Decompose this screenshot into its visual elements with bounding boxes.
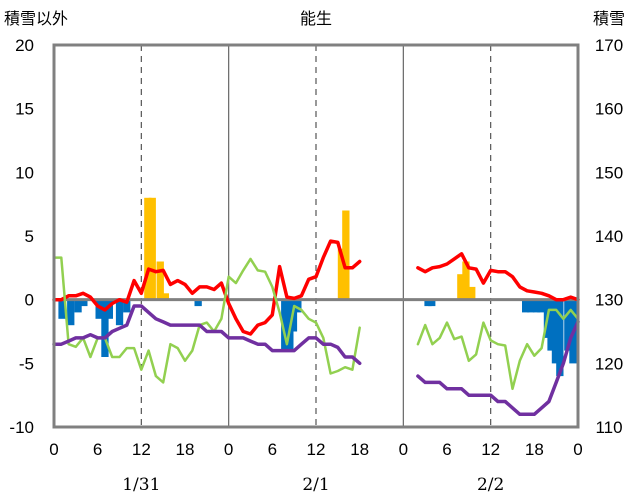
bar-1-15 [428, 299, 436, 307]
line-series-0-segment-1 [416, 252, 580, 302]
right-tick-label-4: 150 [595, 163, 623, 182]
bar-1-17 [527, 299, 535, 313]
x-tick-label-11: 18 [525, 440, 544, 459]
x-tick-label-0: 0 [49, 440, 58, 459]
bar-1-1 [67, 299, 75, 326]
grid-lines [140, 45, 492, 427]
bar-1-8 [123, 299, 131, 313]
right-tick-label-2: 130 [595, 291, 623, 310]
bar-0-0 [144, 197, 152, 300]
x-tick-label-2: 12 [132, 440, 151, 459]
left-tick-label-5: 15 [15, 100, 34, 119]
x-tick-label-1: 6 [93, 440, 102, 459]
x-tick-label-6: 12 [307, 440, 326, 459]
x-tick-label-3: 18 [176, 440, 195, 459]
line-series-1-segment-1 [416, 308, 580, 391]
bar-1-13 [294, 299, 302, 313]
bar-1-19 [537, 299, 545, 313]
x-tick-label-9: 6 [442, 440, 451, 459]
bar-0-2 [156, 261, 164, 300]
bar-1-3 [80, 299, 88, 307]
bar-1-16 [522, 299, 530, 313]
left-tick-label-3: 5 [25, 227, 34, 246]
right-tick-label-3: 140 [595, 227, 623, 246]
bar-1-9 [194, 299, 202, 307]
bar-1-2 [74, 299, 82, 313]
bar-1-23 [556, 299, 564, 377]
bar-0-5 [342, 210, 350, 300]
left-tick-label-2: 0 [25, 291, 34, 310]
bar-1-24 [564, 299, 572, 351]
day-label-2: 2/2 [477, 475, 504, 495]
bar-1-6 [105, 299, 113, 319]
left-tick-label-0: -10 [9, 418, 34, 437]
bar-0-8 [468, 286, 476, 300]
right-tick-label-1: 120 [595, 354, 623, 373]
x-tick-label-8: 0 [399, 440, 408, 459]
series-lines [52, 239, 580, 417]
bar-1-21 [547, 299, 555, 351]
bar-0-1 [148, 197, 156, 300]
x-tick-label-5: 6 [268, 440, 277, 459]
right-tick-label-0: 110 [595, 418, 622, 437]
x-tick-label-12: 0 [573, 440, 582, 459]
bar-1-0 [58, 299, 66, 319]
bar-1-14 [424, 299, 432, 307]
left-tick-label-6: 20 [15, 36, 34, 55]
bar-1-7 [115, 299, 124, 326]
left-axis-label: 積雪以外 [4, 9, 68, 28]
x-tick-label-10: 12 [481, 440, 500, 459]
chart-title: 能生 [300, 9, 332, 28]
bar-0-7 [462, 261, 470, 300]
bar-0-3 [161, 293, 169, 300]
bar-1-5 [101, 299, 109, 357]
day-label-1: 2/1 [302, 475, 329, 495]
bar-0-4 [337, 248, 346, 300]
right-axis-label: 積雪 [593, 9, 625, 28]
x-tick-label-7: 18 [350, 440, 369, 459]
bar-1-10 [281, 299, 289, 351]
bar-1-22 [551, 299, 560, 364]
bar-1-18 [532, 299, 541, 313]
line-series-2-segment-1 [416, 320, 580, 417]
line-series-2-segment-0 [52, 304, 362, 366]
bar-0-6 [457, 274, 465, 300]
bar-1-4 [95, 299, 103, 319]
plot-frame [52, 43, 580, 429]
x-tick-label-4: 0 [224, 440, 233, 459]
line-series-0-segment-0 [52, 239, 362, 336]
left-tick-label-1: -5 [19, 354, 34, 373]
right-tick-label-6: 170 [595, 36, 623, 55]
day-label-0: 1/31 [122, 475, 160, 495]
right-tick-label-5: 160 [595, 100, 623, 119]
left-tick-label-4: 10 [15, 163, 34, 182]
